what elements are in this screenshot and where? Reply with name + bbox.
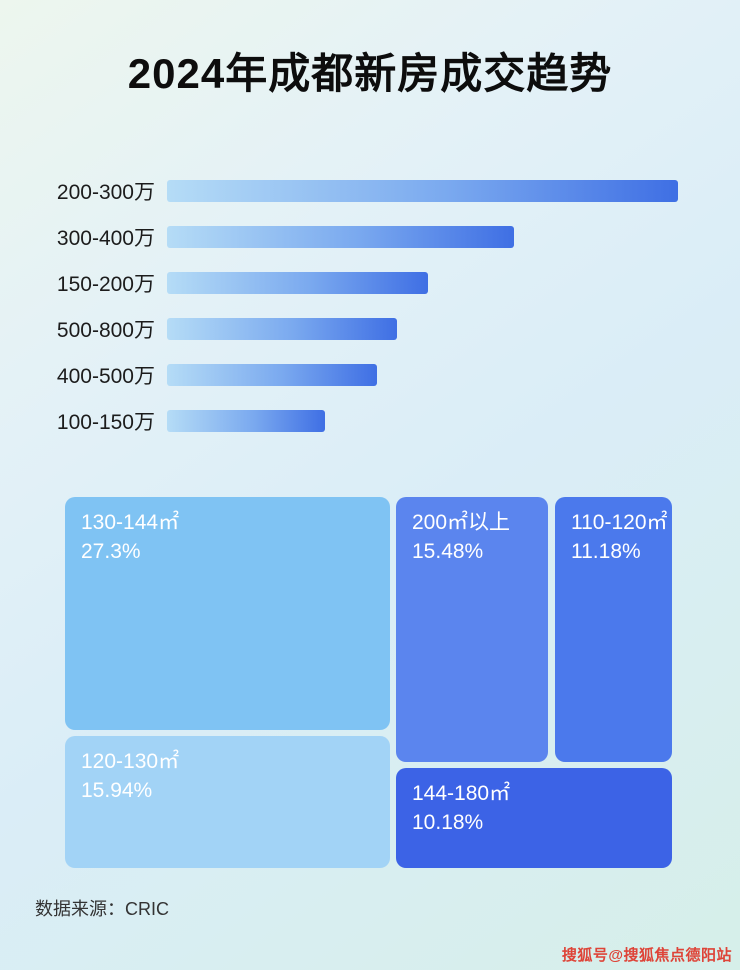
bar	[167, 318, 397, 340]
treemap-block-percent: 10.18%	[412, 811, 484, 835]
data-source-label: 数据来源：CRIC	[35, 899, 169, 919]
bar-row: 300-400万	[55, 226, 678, 250]
bar	[167, 226, 515, 248]
bar-track	[167, 180, 678, 202]
treemap-block-label: 120-130㎡	[81, 750, 180, 773]
bar-category-label: 400-500万	[56, 365, 155, 388]
watermark: 搜狐号@搜狐焦点德阳站	[561, 947, 732, 964]
bar	[167, 180, 678, 202]
treemap-block-label: 144-180㎡	[412, 782, 511, 805]
bar-category-label: 200-300万	[56, 181, 155, 204]
treemap-block-label: 110-120㎡	[571, 511, 668, 534]
treemap-block-percent: 15.48%	[412, 540, 484, 564]
bar-track	[167, 318, 678, 340]
treemap-block-110-120: 110-120㎡ 11.18%	[555, 497, 672, 762]
treemap-block-label: 130-144㎡	[81, 511, 180, 534]
treemap-block-label: 200㎡以上	[412, 511, 511, 534]
bar-track	[167, 272, 678, 294]
treemap-block-144-180: 144-180㎡ 10.18%	[396, 768, 672, 868]
bar-track	[167, 364, 678, 386]
treemap-block-percent: 27.3%	[81, 540, 141, 564]
bar-row: 400-500万	[55, 364, 678, 388]
price-range-bar-chart: 200-300万 300-400万 150-200万 500-800万 400-	[55, 180, 678, 456]
treemap-block-200-plus: 200㎡以上 15.48%	[396, 497, 548, 762]
bar-row: 500-800万	[55, 318, 678, 342]
bar	[167, 364, 377, 386]
bar-category-label: 150-200万	[56, 273, 155, 296]
treemap-block-percent: 15.94%	[81, 779, 153, 803]
bar-category-label: 500-800万	[56, 319, 155, 342]
treemap-block-percent: 11.18%	[571, 540, 641, 564]
area-size-treemap: 130-144㎡ 27.3% 200㎡以上 15.48% 110-120㎡ 11…	[0, 497, 740, 872]
bar-row: 200-300万	[55, 180, 678, 204]
bar-row: 150-200万	[55, 272, 678, 296]
page-title: 2024年成都新房成交趋势	[127, 50, 613, 97]
treemap-block-120-130: 120-130㎡ 15.94%	[65, 736, 390, 868]
bar-track	[167, 410, 678, 432]
bar	[167, 410, 326, 432]
bar	[167, 272, 428, 294]
bar-category-label: 300-400万	[56, 227, 155, 250]
bar-track	[167, 226, 678, 248]
bar-row: 100-150万	[55, 410, 678, 434]
bar-category-label: 100-150万	[56, 411, 155, 434]
treemap-block-130-144: 130-144㎡ 27.3%	[65, 497, 390, 730]
